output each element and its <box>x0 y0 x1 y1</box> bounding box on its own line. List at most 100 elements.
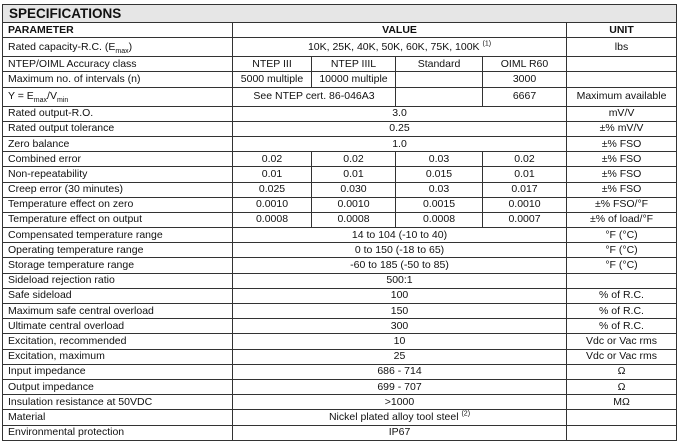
table-row: Compensated temperature range 14 to 104 (… <box>2 227 678 244</box>
unit-cell: °F (°C) <box>565 242 678 259</box>
value-cell: Standard <box>395 56 483 73</box>
value-cell: OIML R60 <box>482 56 567 73</box>
value-cell: 0.0015 <box>395 196 483 213</box>
value-cell: 5000 multiple <box>232 71 312 88</box>
table-row: Excitation, recommended 10 Vdc or Vac rms <box>2 333 678 350</box>
parameter-cell: Storage temperature range <box>2 257 233 274</box>
table-row: Temperature effect on zero 0.0010 0.0010 0.… <box>2 196 678 213</box>
value-cell: 14 to 104 (-10 to 40) <box>232 227 567 244</box>
parameter-cell: Creep error (30 minutes) <box>2 181 233 198</box>
table-row: Y = Emax/Vmin See NTEP cert. 86-046A3 6667… <box>2 86 678 107</box>
value-cell: 0.017 <box>482 181 567 198</box>
value-cell: 0.02 <box>311 151 396 168</box>
unit-cell: Maximum available <box>565 86 678 107</box>
unit-cell: % of R.C. <box>565 318 678 335</box>
parameter-cell: Environmental protection <box>2 424 233 441</box>
value-cell: Nickel plated alloy tool steel (2) <box>232 409 567 426</box>
parameter-cell: Y = Emax/Vmin <box>2 86 233 107</box>
table-row: Safe sideload 100% of R.C. <box>2 287 678 305</box>
parameter-cell: Output impedance <box>2 378 233 396</box>
unit-cell: ±% FSO <box>565 151 678 168</box>
table-row: Maximum no. of intervals (n) 5000 multipl… <box>2 71 678 88</box>
value-cell: 0.0010 <box>311 196 396 213</box>
value-cell: 0.0008 <box>395 211 483 229</box>
value-cell: 3.0 <box>232 105 567 122</box>
table-row: Non-repeatability 0.01 0.01 0.015 0.01 ±% FSO <box>2 166 678 183</box>
parameter-cell: Rated output-R.O. <box>2 105 233 122</box>
value-cell: IP67 <box>232 424 567 441</box>
unit-cell: Vdc or Vac rms <box>565 348 678 365</box>
value-cell: -60 to 185 (-50 to 85) <box>232 257 567 274</box>
value-cell: 0.25 <box>232 120 567 137</box>
table-title: SPECIFICATIONS <box>1 4 678 23</box>
value-cell: 0.02 <box>482 151 567 168</box>
table-row: Rated output tolerance 0.25 ±% mV/V <box>2 120 678 137</box>
value-cell: 0.02 <box>232 151 312 168</box>
table-row: Environmental protection IP67 <box>2 424 678 441</box>
parameter-cell: Maximum no. of intervals (n) <box>2 71 233 88</box>
value-cell <box>395 86 483 107</box>
value-cell: 0 to 150 (-18 to 65) <box>232 242 567 259</box>
value-cell: 0.015 <box>395 166 483 183</box>
table-row: Operating temperature range 0 to 150 (-18… <box>2 242 678 259</box>
parameter-cell: Zero balance <box>2 135 233 153</box>
parameter-cell: Rated output tolerance <box>2 120 233 137</box>
unit-cell <box>565 56 678 73</box>
table-row: Ultimate central overload 300% of R.C. <box>2 318 678 335</box>
unit-cell: ±% of load/°F <box>565 211 678 229</box>
table-row: Sideload rejection ratio 500:1 <box>2 272 678 289</box>
value-cell: 10 <box>232 333 567 350</box>
parameter-cell: Excitation, recommended <box>2 333 233 350</box>
value-cell: 150 <box>232 302 567 320</box>
table-row: Rated output-R.O. 3.0 mV/V <box>2 105 678 122</box>
parameter-cell: Non-repeatability <box>2 166 233 183</box>
value-cell: 0.0008 <box>311 211 396 229</box>
value-cell: 300 <box>232 318 567 335</box>
value-cell: >1000 <box>232 394 567 411</box>
value-cell: 6667 <box>482 86 567 107</box>
table-row: Temperature effect on output 0.0008 0.0008… <box>2 211 678 229</box>
table-row: Storage temperature range -60 to 185 (-50… <box>2 257 678 274</box>
value-cell: See NTEP cert. 86-046A3 <box>232 86 396 107</box>
unit-cell: mV/V <box>565 105 678 122</box>
unit-cell: Vdc or Vac rms <box>565 333 678 350</box>
value-cell: 500:1 <box>232 272 567 289</box>
parameter-cell: Combined error <box>2 151 233 168</box>
value-cell: 0.0010 <box>232 196 312 213</box>
value-cell: 0.01 <box>311 166 396 183</box>
unit-cell: Ω <box>565 378 678 396</box>
unit-cell: °F (°C) <box>565 257 678 274</box>
table-row: Insulation resistance at 50VDC >1000 MΩ <box>2 394 678 411</box>
unit-cell: °F (°C) <box>565 227 678 244</box>
parameter-cell: Temperature effect on output <box>2 211 233 229</box>
value-cell: NTEP IIIL <box>311 56 396 73</box>
value-cell: 100 <box>232 287 567 305</box>
header-value: VALUE <box>232 21 567 39</box>
unit-cell: ±% FSO <box>565 135 678 153</box>
unit-cell <box>565 424 678 441</box>
value-cell: 0.03 <box>395 181 483 198</box>
value-cell: 10K, 25K, 40K, 50K, 60K, 75K, 100K (1) <box>232 37 567 58</box>
table-row: Input impedance 686 - 714 Ω <box>2 363 678 380</box>
parameter-cell: Excitation, maximum <box>2 348 233 365</box>
parameter-cell: Rated capacity-R.C. (Emax) <box>2 37 233 58</box>
parameter-cell: Operating temperature range <box>2 242 233 259</box>
value-cell: 25 <box>232 348 567 365</box>
table-row: Maximum safe central overload 150% of R.C… <box>2 302 678 320</box>
parameter-cell: Safe sideload <box>2 287 233 305</box>
parameter-cell: NTEP/OIML Accuracy class <box>2 56 233 73</box>
value-cell: 0.030 <box>311 181 396 198</box>
table-row: Output impedance 699 - 707 Ω <box>2 378 678 396</box>
parameter-cell: Insulation resistance at 50VDC <box>2 394 233 411</box>
value-cell: 699 - 707 <box>232 378 567 396</box>
parameter-cell: Maximum safe central overload <box>2 302 233 320</box>
value-cell: 0.01 <box>482 166 567 183</box>
unit-cell: ±% FSO <box>565 181 678 198</box>
parameter-cell: Material <box>2 409 233 426</box>
parameter-cell: Ultimate central overload <box>2 318 233 335</box>
unit-cell <box>565 71 678 88</box>
table-row: Excitation, maximum 25 Vdc or Vac rms <box>2 348 678 365</box>
value-cell: 0.025 <box>232 181 312 198</box>
value-cell: 0.01 <box>232 166 312 183</box>
parameter-cell: Sideload rejection ratio <box>2 272 233 289</box>
